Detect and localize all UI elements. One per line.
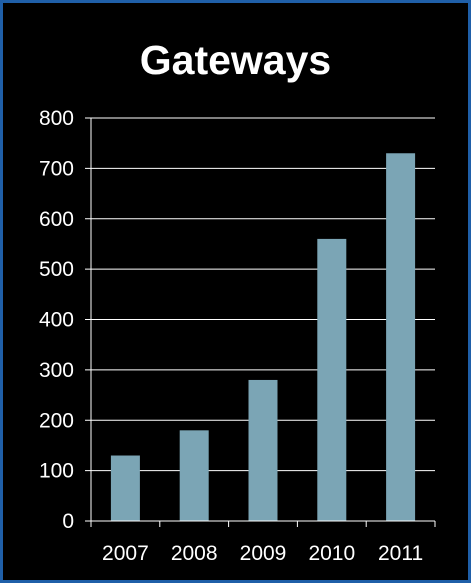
x-tick-label: 2007 — [102, 542, 149, 565]
y-tick-label: 200 — [39, 409, 74, 432]
bar-2008 — [179, 430, 209, 521]
y-tick-label: 500 — [39, 258, 74, 281]
x-tick-label: 2011 — [378, 542, 423, 565]
y-tick-label: 600 — [39, 208, 74, 231]
x-tick-label: 2008 — [171, 542, 218, 565]
bars — [110, 153, 416, 521]
y-tick-label: 400 — [39, 309, 74, 332]
y-tick-label: 300 — [39, 359, 74, 382]
bar-2009 — [248, 379, 278, 521]
x-tick-label: 2009 — [240, 542, 287, 565]
bar-2007 — [110, 455, 140, 521]
y-tick-label: 100 — [39, 460, 74, 483]
x-tick-label: 2010 — [308, 542, 355, 565]
y-tick-label: 700 — [39, 157, 74, 180]
y-tick-label: 800 — [39, 107, 74, 130]
bar-2010 — [317, 238, 347, 521]
axes — [85, 117, 436, 527]
chart-title: Gateways — [139, 37, 332, 83]
bar-2011 — [386, 153, 416, 521]
gridlines — [91, 117, 435, 472]
tick-labels: 0 100 200 300 400 500 600 700 800 2007 2008 2009 201… — [39, 107, 423, 565]
y-tick-label: 0 — [62, 510, 74, 533]
